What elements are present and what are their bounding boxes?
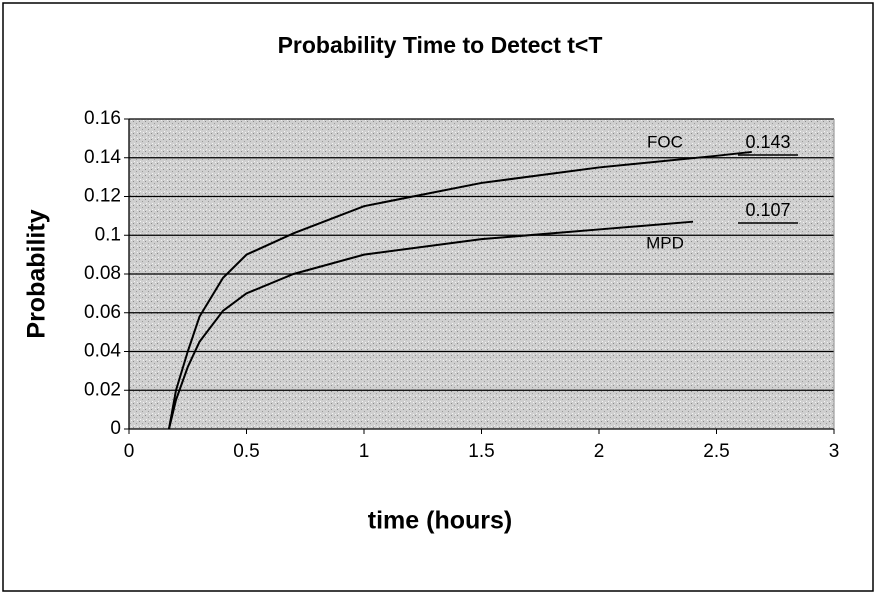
x-tick-label: 1 [359, 441, 370, 462]
annotation: 0.143 [745, 132, 790, 152]
x-tick-label: 2 [594, 441, 605, 462]
chart-title: Probability Time to Detect t<T [278, 32, 603, 58]
annotation: 0.107 [745, 200, 790, 220]
y-tick-label: 0.14 [84, 147, 121, 168]
y-tick-label: 0.08 [84, 263, 121, 284]
y-tick-label: 0.04 [84, 341, 121, 362]
y-tick-label: 0.06 [84, 302, 121, 323]
x-tick-label: 0.5 [233, 441, 259, 462]
x-tick-label: 1.5 [468, 441, 494, 462]
x-tick-label: 3 [829, 441, 840, 462]
y-tick-label: 0.1 [95, 224, 121, 245]
series-label: FOC [647, 132, 683, 151]
y-tick-label: 0.12 [84, 186, 121, 207]
x-tick-label: 2.5 [703, 441, 729, 462]
y-tick-label: 0.02 [84, 379, 121, 400]
series-label: MPD [646, 233, 684, 252]
x-axis-label: time (hours) [368, 507, 512, 535]
line [167, 150, 752, 430]
y-tick-label: 0.16 [84, 108, 121, 129]
y-tick-label: 0 [110, 418, 121, 439]
x-tick-label: 0 [124, 441, 135, 462]
y-axis-label: Probability [23, 209, 51, 338]
line [167, 220, 694, 430]
